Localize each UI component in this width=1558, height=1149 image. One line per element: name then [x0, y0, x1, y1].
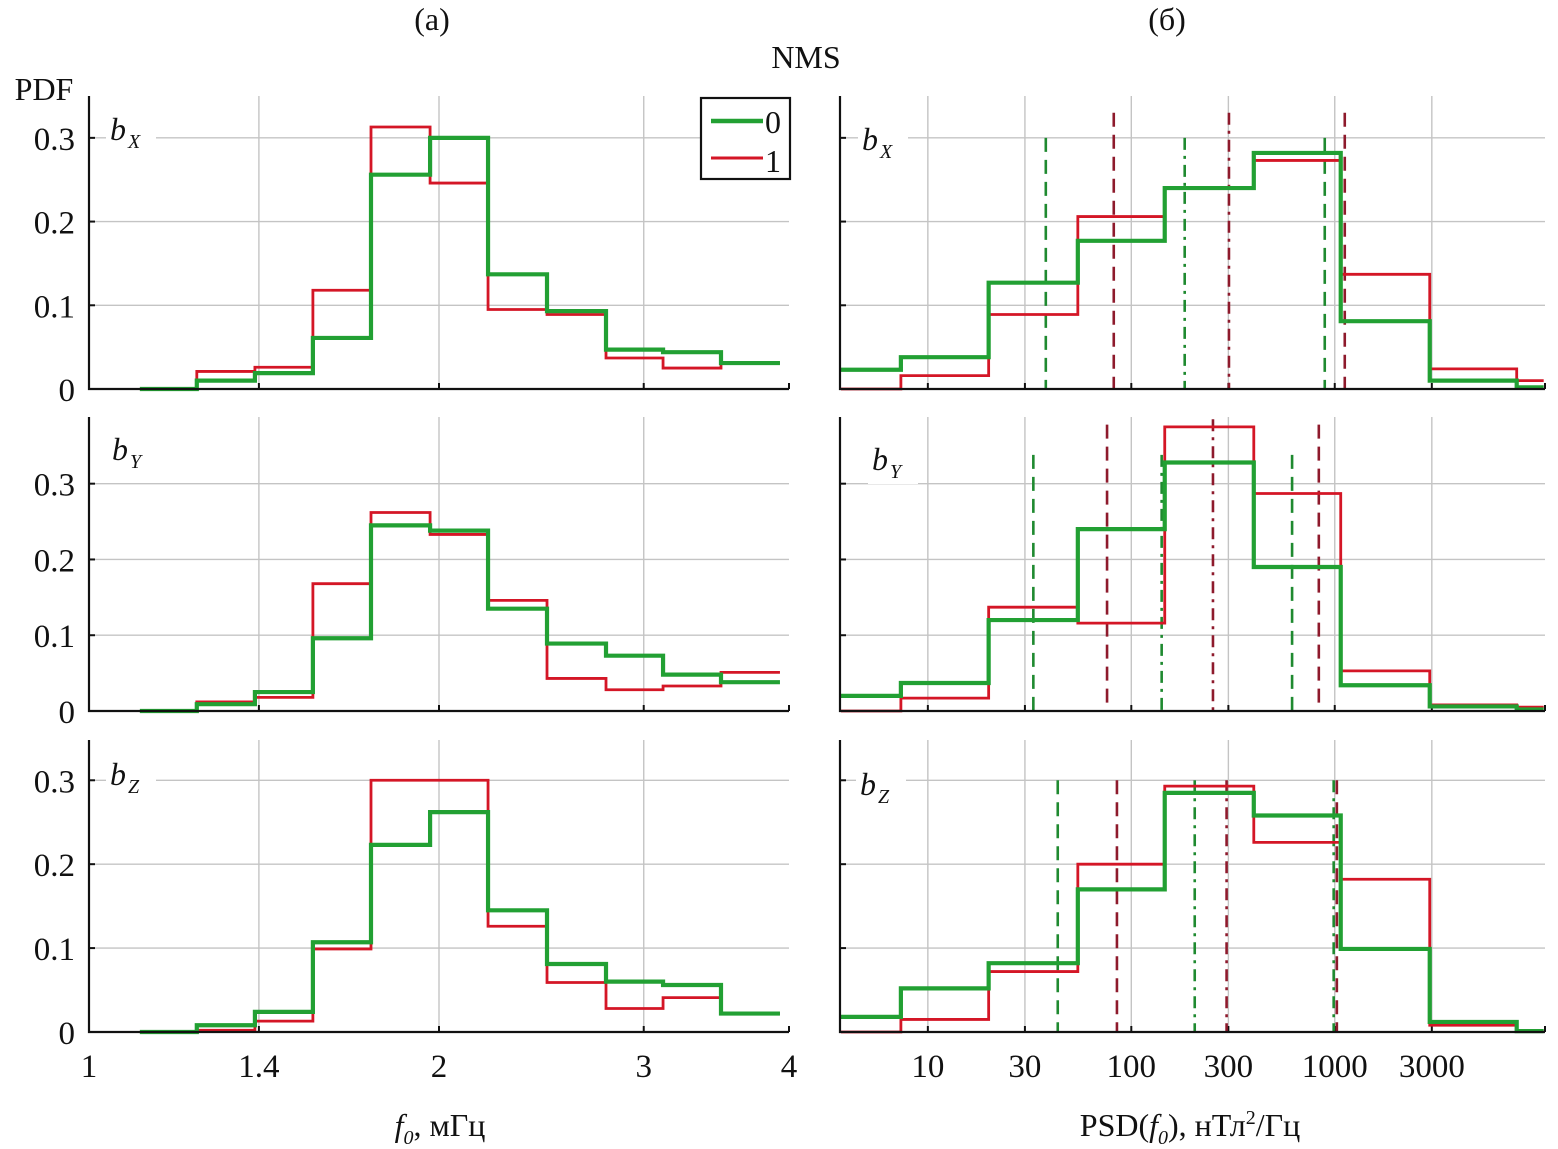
panel-a-by: b Y 0 0.1 0.2 0.3 [34, 417, 790, 731]
panel-label-subscript: X [127, 131, 141, 153]
y-tick-label: 0 [59, 1016, 76, 1052]
x-tick-label: 3000 [1399, 1049, 1465, 1085]
panel-a-bz: b Z 0 0.1 0.2 0.3 1 1.4 2 3 4 [34, 740, 798, 1085]
x-tick-label: 1 [81, 1049, 98, 1085]
x-tick-label: 300 [1204, 1049, 1254, 1085]
y-tick-label: 0 [59, 695, 76, 731]
histogram-series-0 [139, 810, 780, 1035]
y-tick-label: 0.1 [34, 289, 75, 325]
panel-label-b-by: b [872, 441, 888, 477]
x-tick-label: 1.4 [238, 1049, 279, 1085]
x-tick-label: 2 [431, 1049, 448, 1085]
panel-a-bx: b X 0 0.1 0.2 0.3 [34, 96, 790, 409]
y-tick-label: 0.1 [34, 932, 75, 968]
axis-lines [838, 96, 1545, 391]
y-tick-label: 0.3 [34, 122, 75, 158]
panel-label-background [858, 120, 908, 164]
panel-label-background [868, 440, 918, 484]
y-tick-label: 0.3 [34, 468, 75, 504]
histogram-series-1 [139, 511, 780, 713]
axis-lines [87, 740, 789, 1034]
figure-title: NMS [771, 39, 840, 75]
panel-label-a-by: b [112, 431, 128, 467]
x-tick-label: 30 [1008, 1049, 1041, 1085]
panel-label-subscript: Z [878, 786, 890, 808]
panel-label-background [108, 430, 158, 474]
x-axis-title-a-subscript: 0 [404, 1127, 414, 1149]
panel-label-subscript: Z [128, 776, 140, 798]
histogram-series-0 [139, 523, 780, 714]
panel-label-background [106, 110, 156, 154]
y-tick-label: 0.2 [34, 206, 75, 242]
x-axis-title-a: f0, мГц [395, 1107, 486, 1149]
x-axis-title-b-superscript: 2 [1246, 1107, 1256, 1129]
legend-label-series-1: 1 [765, 143, 781, 179]
histogram-series-1 [139, 125, 780, 391]
histogram-series-0 [840, 460, 1544, 712]
axis-lines [838, 417, 1545, 713]
legend-box [699, 96, 792, 181]
x-axis-title-b-tail: /Гц [1256, 1107, 1301, 1143]
histogram-series-1 [139, 778, 780, 1034]
histogram-series-1 [840, 425, 1544, 713]
axis-lines [87, 96, 789, 391]
panel-label-subscript: Y [890, 461, 903, 483]
panel-label-background [856, 765, 906, 809]
column-b-label: (б) [1148, 1, 1186, 37]
axis-lines [87, 417, 789, 713]
panel-label-subscript: Y [130, 451, 143, 473]
x-tick-label: 3 [635, 1049, 652, 1085]
panels: b X00.10.20.3 b Xb Y00.10.20.3b Yb Z00.10.20.3… [34, 96, 1546, 1149]
histogram-series-0 [840, 790, 1544, 1034]
histogram-series-1 [840, 784, 1544, 1034]
histogram-series-0 [139, 135, 780, 392]
x-axis-title-b-prefix: PSD( [1080, 1107, 1149, 1143]
legend: 0 1 [699, 96, 792, 181]
y-axis-label: PDF [15, 71, 74, 107]
x-tick-label: 10 [911, 1049, 944, 1085]
panel-label-b-bz: b [860, 766, 876, 802]
column-a-label: (a) [414, 1, 450, 37]
x-tick-label: 4 [781, 1049, 798, 1085]
x-tick-label: 1000 [1302, 1049, 1368, 1085]
panel-b-bz: b Z 10 30 100 300 1000 3000 [838, 740, 1546, 1085]
y-tick-label: 0 [59, 373, 76, 409]
axis-lines [838, 740, 1545, 1034]
x-axis-title-a-unit: , мГц [414, 1107, 486, 1143]
x-axis-title-b: PSD(f0), нТл2/Гц [1080, 1107, 1300, 1149]
x-tick-label: 100 [1107, 1049, 1157, 1085]
histogram-series-0 [840, 150, 1544, 390]
panel-label-subscript: X [879, 141, 893, 163]
panel-label-background [106, 755, 156, 799]
panel-label-a-bx: b [110, 111, 126, 147]
y-tick-label: 0.2 [34, 543, 75, 579]
panel-label-b-bx: b [862, 121, 878, 157]
panel-label-a-bz: b [110, 756, 126, 792]
legend-label-series-0: 0 [765, 104, 781, 140]
y-tick-label: 0.2 [34, 848, 75, 884]
y-tick-label: 0.3 [34, 764, 75, 800]
histogram-series-1 [840, 159, 1544, 391]
x-axis-title-b-subscript: 0 [1158, 1127, 1168, 1149]
x-axis-title-b-unit: ), нТл [1168, 1107, 1246, 1143]
y-tick-label: 0.1 [34, 619, 75, 655]
